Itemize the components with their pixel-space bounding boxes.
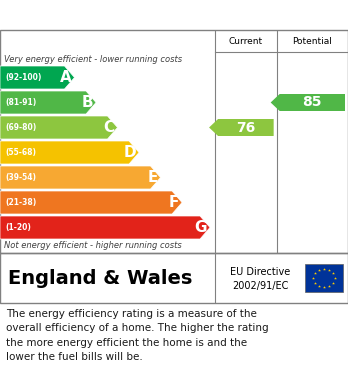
Text: (1-20): (1-20) [5,223,31,232]
Text: (55-68): (55-68) [5,148,36,157]
Polygon shape [0,91,96,114]
Text: 2002/91/EC: 2002/91/EC [232,280,288,291]
Text: (21-38): (21-38) [5,198,36,207]
Text: B: B [81,95,93,110]
Text: Very energy efficient - lower running costs: Very energy efficient - lower running co… [4,54,182,63]
Text: EU Directive: EU Directive [230,267,290,277]
Text: The energy efficiency rating is a measure of the
overall efficiency of a home. T: The energy efficiency rating is a measur… [6,309,269,362]
Polygon shape [0,191,182,214]
Text: (92-100): (92-100) [5,73,41,82]
Polygon shape [209,119,274,136]
Text: C: C [103,120,114,135]
Text: A: A [60,70,72,85]
Polygon shape [0,216,210,239]
Text: F: F [169,195,179,210]
Polygon shape [271,94,345,111]
Polygon shape [0,166,160,189]
Text: G: G [195,220,207,235]
Text: Not energy efficient - higher running costs: Not energy efficient - higher running co… [4,242,182,251]
Text: Current: Current [229,36,263,45]
Text: Energy Efficiency Rating: Energy Efficiency Rating [9,7,219,23]
Text: 76: 76 [236,120,255,135]
Text: 85: 85 [302,95,322,109]
Text: Potential: Potential [292,36,332,45]
Polygon shape [0,66,74,89]
Text: (39-54): (39-54) [5,173,36,182]
Bar [305,264,343,292]
Text: D: D [124,145,136,160]
Text: (69-80): (69-80) [5,123,36,132]
Polygon shape [0,116,118,139]
Text: England & Wales: England & Wales [8,269,192,287]
Text: E: E [147,170,158,185]
Text: (81-91): (81-91) [5,98,36,107]
Polygon shape [0,141,139,164]
